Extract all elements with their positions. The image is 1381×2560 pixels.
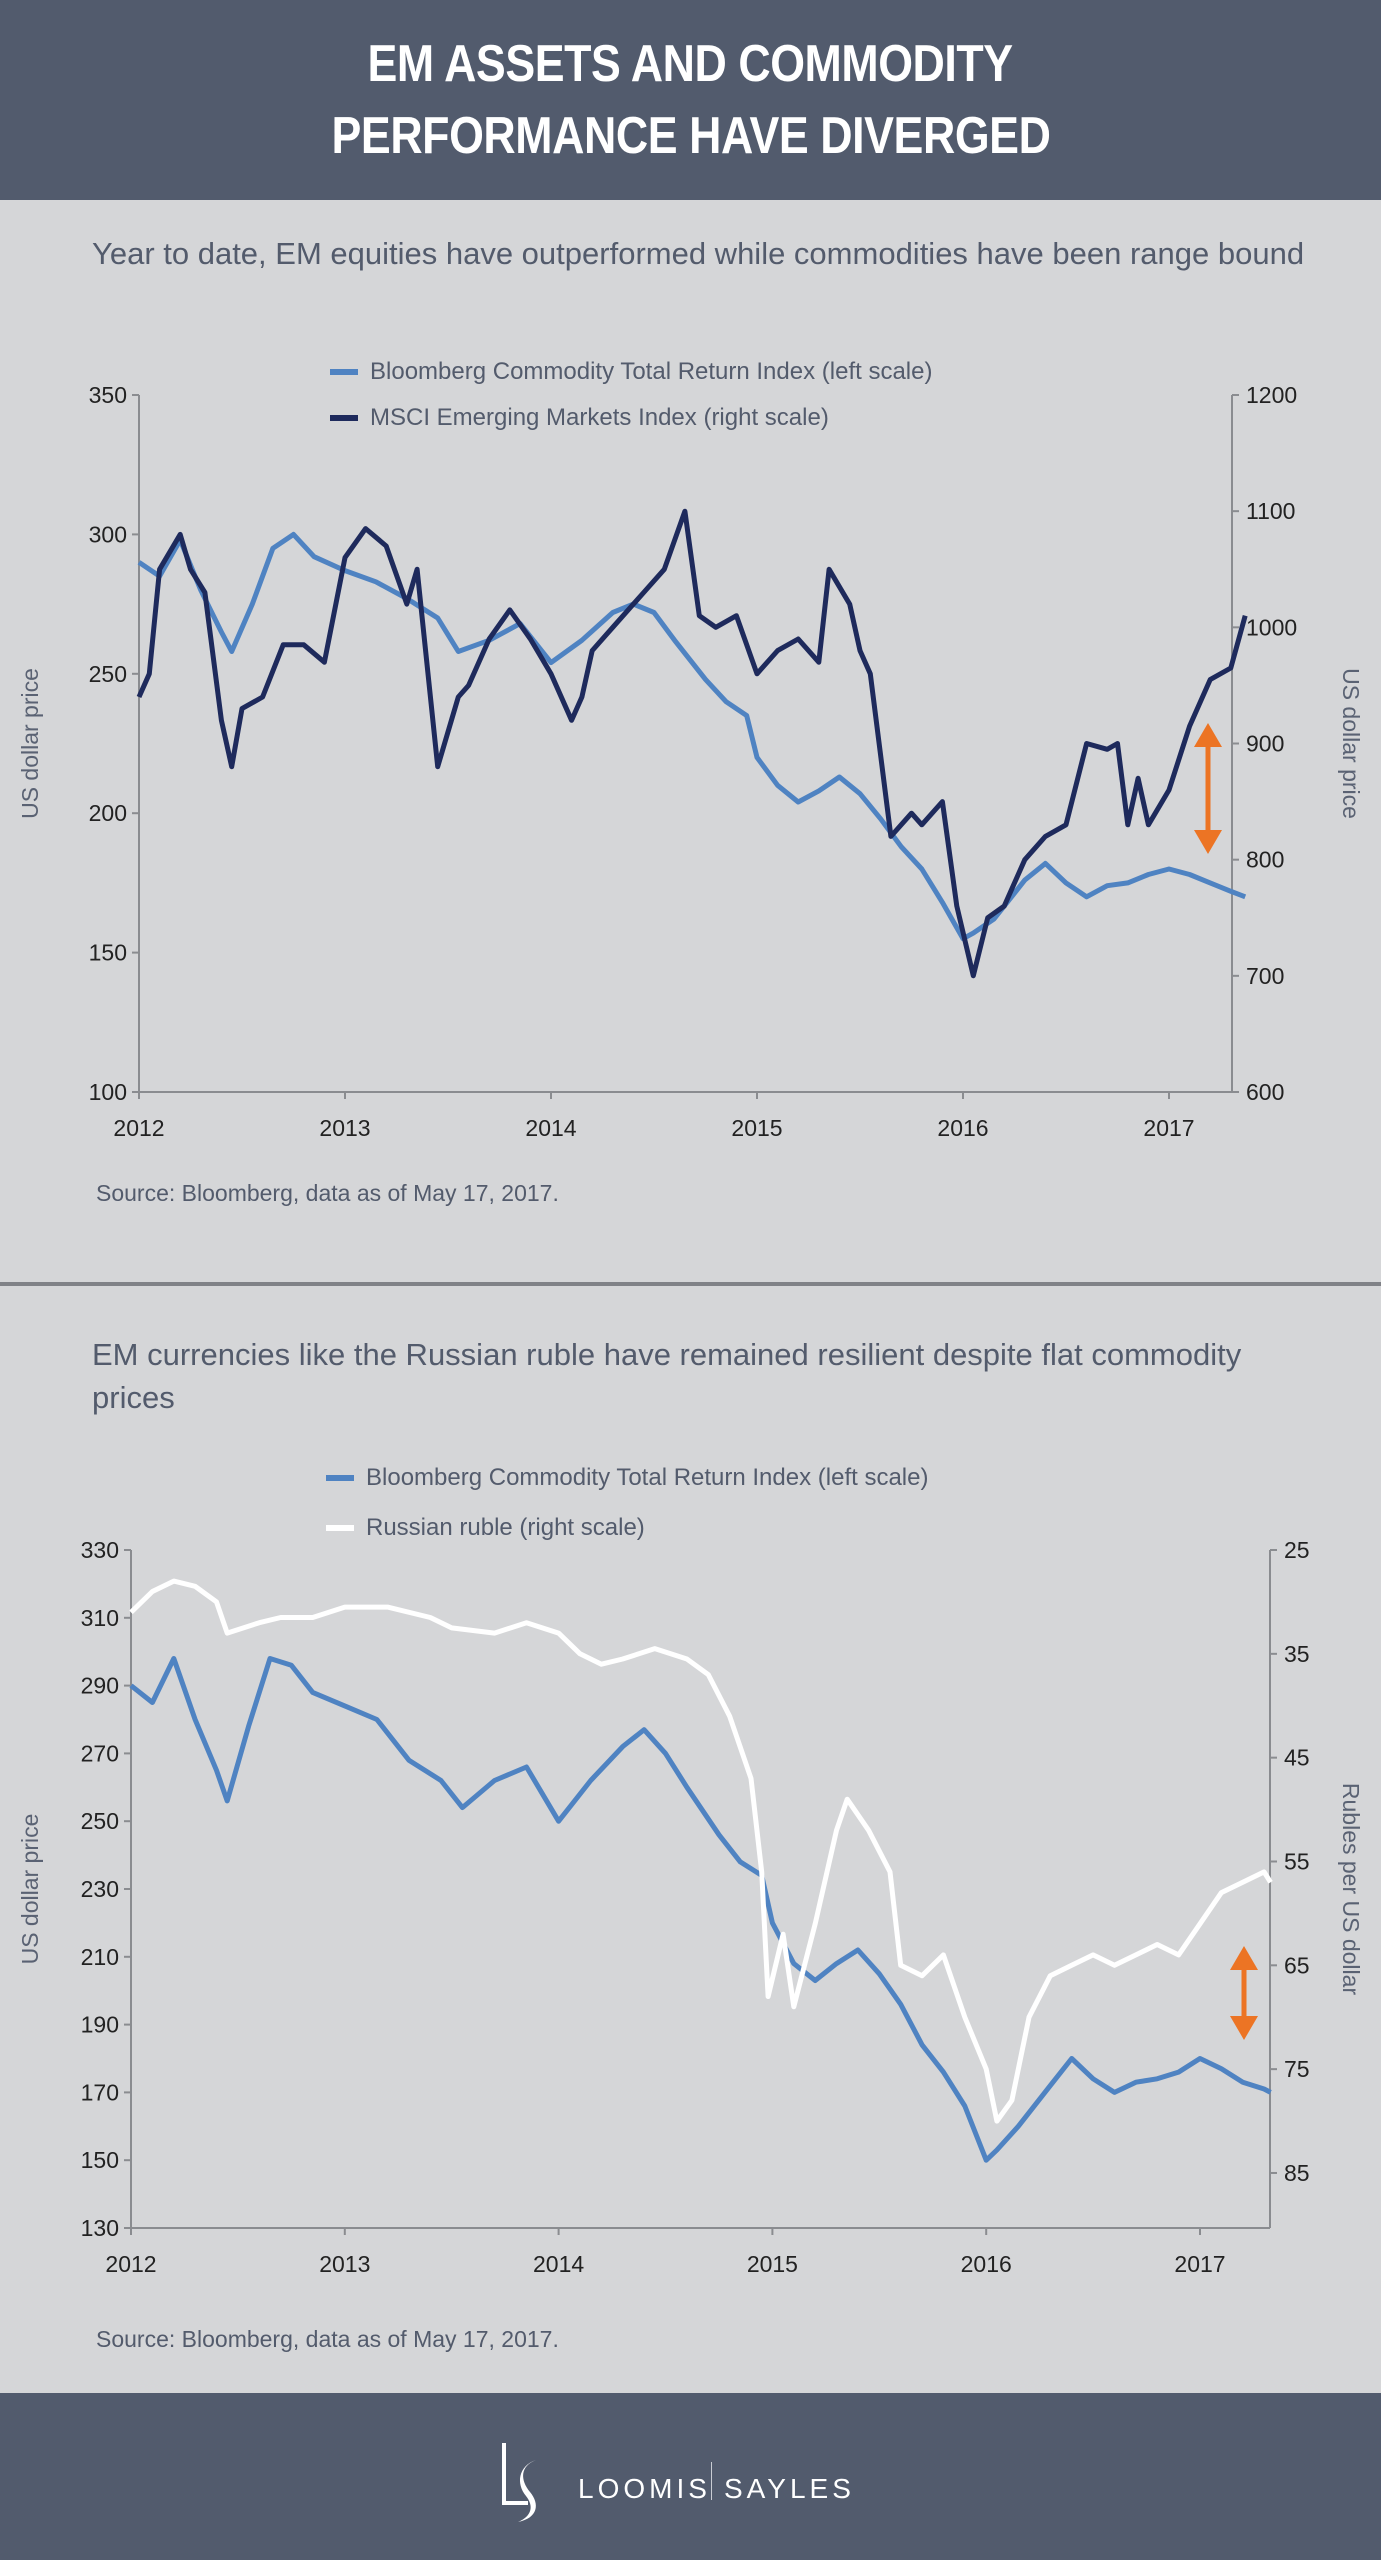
legend-swatch-msci: [330, 415, 358, 421]
y-tick-label: 100: [89, 1079, 127, 1105]
section-divider: [0, 1282, 1381, 1286]
page-title-line1: EM ASSETS AND COMMODITY: [367, 35, 1014, 93]
legend-label: Russian ruble (right scale): [366, 1514, 645, 1541]
chart2-title: EM currencies like the Russian ruble hav…: [92, 1337, 1242, 1415]
y-tick-label: 310: [81, 1605, 119, 1631]
y-right-tick-label: 1100: [1246, 498, 1295, 524]
y-right-tick-label: 800: [1246, 847, 1284, 873]
brand-separator: [711, 2462, 712, 2500]
arrow-up-icon: [1194, 723, 1222, 747]
y-tick-label: 290: [81, 1673, 119, 1699]
x-tick-label: 2017: [1174, 2251, 1225, 2277]
legend-label: Bloomberg Commodity Total Return Index (…: [370, 358, 933, 385]
arrow-down-icon: [1194, 830, 1222, 854]
y-tick-label: 200: [89, 800, 127, 826]
series-line-msci: [136, 508, 1248, 979]
legend-label: Bloomberg Commodity Total Return Index (…: [366, 1464, 929, 1491]
x-tick-label: 2015: [747, 2251, 798, 2277]
y-right-tick-label: 45: [1284, 1745, 1310, 1771]
x-tick-label: 2016: [937, 1115, 988, 1141]
chart1-source: Source: Bloomberg, data as of May 17, 20…: [96, 1180, 559, 1206]
legend-item-commodity: Bloomberg Commodity Total Return Index (…: [330, 358, 932, 386]
y-right-tick-label: 75: [1284, 2056, 1310, 2082]
x-tick-label: 2013: [319, 2251, 370, 2277]
y-axis-label: US dollar price: [17, 668, 43, 819]
x-tick-label: 2013: [319, 1115, 370, 1141]
series-line-commodity: [129, 1656, 1272, 2163]
chart1-plot: 100 150 200 250 300 350 600 700 800 900 1000 1100 12…: [17, 382, 1364, 1141]
y-tick-label: 150: [89, 940, 127, 966]
y-right-tick-label: 35: [1284, 1641, 1310, 1667]
y-tick-label: 270: [81, 1740, 119, 1766]
legend-item-msci: MSCI Emerging Markets Index (right scale…: [330, 404, 829, 432]
x-tick-label: 2017: [1143, 1115, 1194, 1141]
y-tick-label: 130: [81, 2215, 119, 2241]
header-banner: EM ASSETS AND COMMODITY PERFORMANCE HAVE…: [0, 0, 1381, 200]
y-right-tick-label: 1000: [1246, 614, 1297, 640]
y-right-tick-label: 900: [1246, 731, 1284, 757]
legend-swatch-commodity: [330, 369, 358, 375]
y-right-tick-label: 600: [1246, 1079, 1284, 1105]
loomis-sayles-logo-monogram: [502, 2443, 536, 2522]
arrow-up-icon: [1230, 1946, 1258, 1970]
x-tick-label: 2015: [731, 1115, 782, 1141]
y-right-tick-label: 85: [1284, 2160, 1310, 2186]
arrow-down-icon: [1230, 2016, 1258, 2040]
legend-label: MSCI Emerging Markets Index (right scale…: [370, 404, 829, 431]
y-tick-label: 210: [81, 1944, 119, 1970]
y-right-tick-label: 55: [1284, 1848, 1310, 1874]
y-right-tick-label: 1200: [1246, 382, 1297, 408]
x-tick-label: 2012: [105, 2251, 156, 2277]
x-tick-label: 2014: [525, 1115, 576, 1141]
y-right-tick-label: 25: [1284, 1537, 1310, 1563]
y-tick-label: 170: [81, 2079, 119, 2105]
y-right-axis-label: Rubles per US dollar: [1338, 1783, 1364, 1996]
x-tick-label: 2016: [961, 2251, 1012, 2277]
brand-name-loomis: LOOMIS: [578, 2473, 711, 2504]
legend-item-commodity: Bloomberg Commodity Total Return Index (…: [326, 1464, 928, 1492]
chart1-title: Year to date, EM equities have outperfor…: [92, 236, 1305, 271]
y-right-axis-label: US dollar price: [1338, 668, 1364, 819]
chart2-source: Source: Bloomberg, data as of May 17, 20…: [96, 2326, 559, 2352]
y-axis-label: US dollar price: [17, 1814, 43, 1965]
legend-swatch-ruble: [326, 1525, 354, 1531]
y-tick-label: 190: [81, 2012, 119, 2038]
y-tick-label: 230: [81, 1876, 119, 1902]
y-tick-label: 350: [89, 382, 127, 408]
page-title-line2: PERFORMANCE HAVE DIVERGED: [331, 107, 1050, 165]
y-tick-label: 300: [89, 521, 127, 547]
y-right-tick-label: 65: [1284, 1952, 1310, 1978]
series-line-ruble: [129, 1578, 1273, 2124]
y-tick-label: 250: [81, 1808, 119, 1834]
y-tick-label: 330: [81, 1537, 119, 1563]
chart2-plot: 130 150 170 190 210 230 250 270 290 310 330 25 35 45 5…: [17, 1537, 1364, 2277]
legend-swatch-commodity: [326, 1475, 354, 1481]
y-tick-label: 150: [81, 2147, 119, 2173]
footer: [0, 2393, 1381, 2560]
y-tick-label: 250: [89, 661, 127, 687]
brand-name-sayles: SAYLES: [724, 2473, 855, 2504]
legend-item-ruble: Russian ruble (right scale): [326, 1514, 645, 1542]
x-tick-label: 2014: [533, 2251, 584, 2277]
y-right-tick-label: 700: [1246, 963, 1284, 989]
series-line-commodity: [137, 531, 1247, 942]
x-tick-label: 2012: [113, 1115, 164, 1141]
